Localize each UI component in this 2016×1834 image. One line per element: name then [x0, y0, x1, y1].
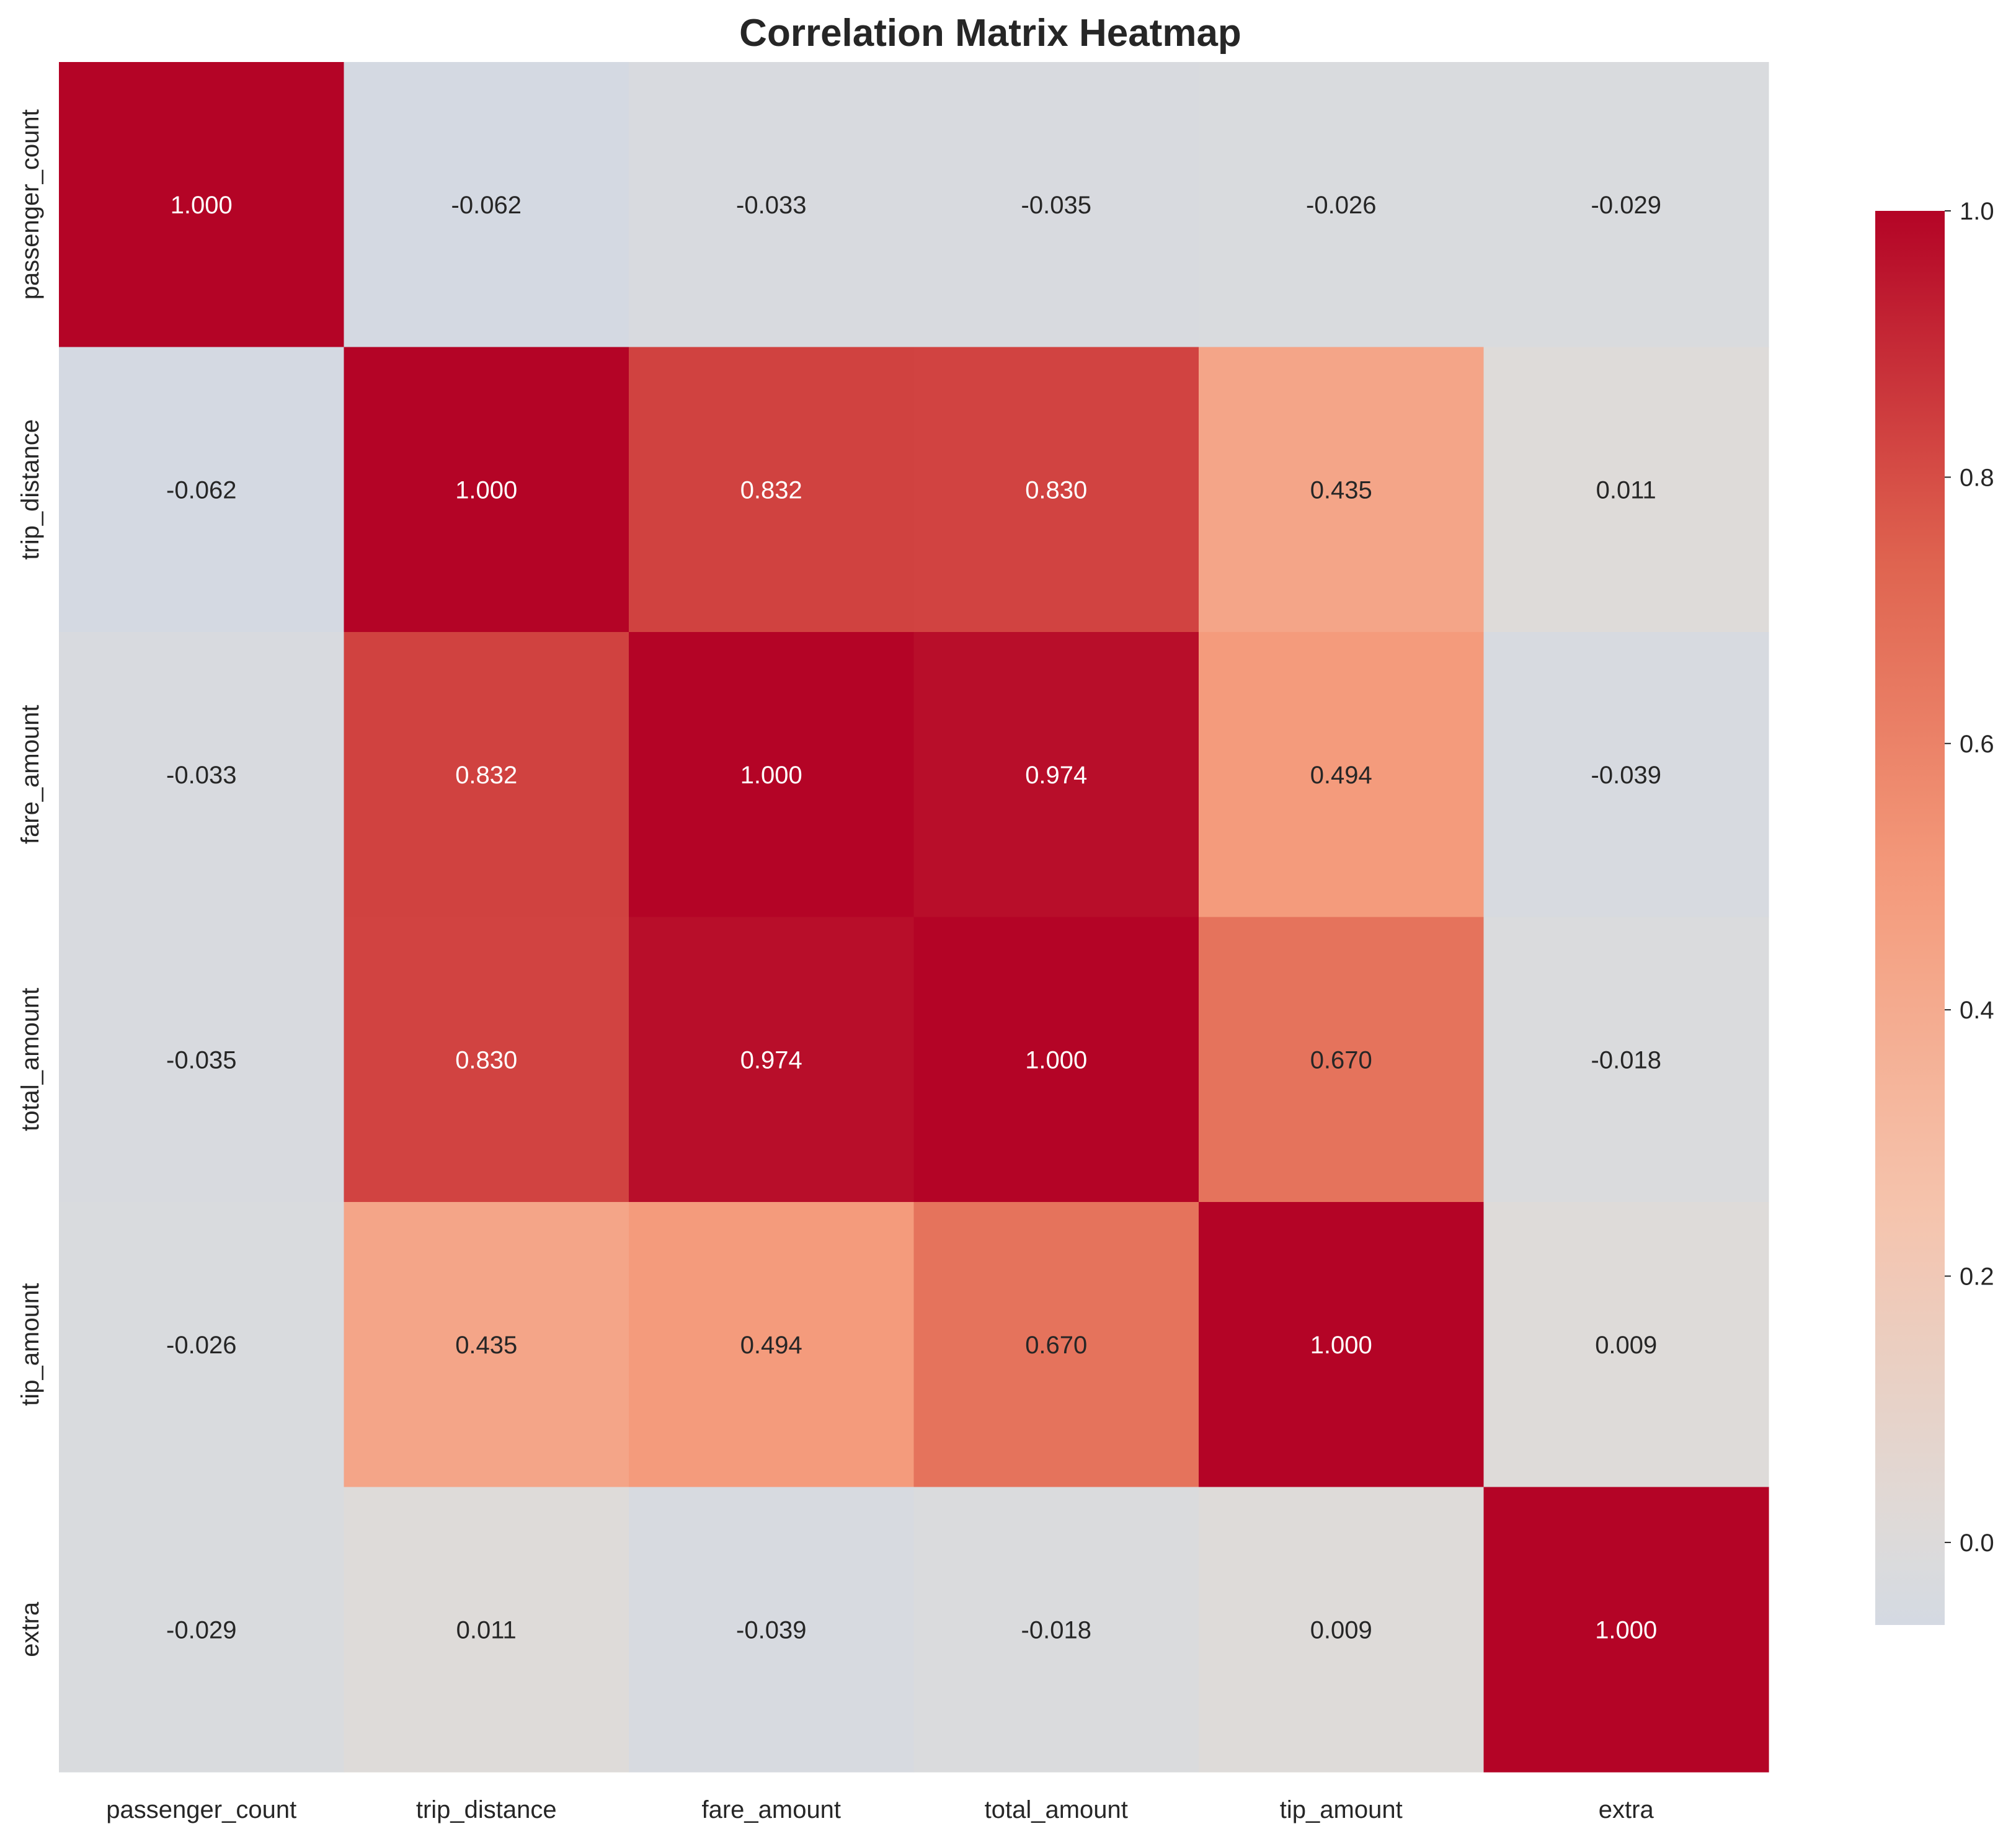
heatmap-cell: [1199, 347, 1485, 633]
row-label: tip_amount: [17, 1283, 44, 1406]
heatmap-cell: [59, 1487, 345, 1773]
heatmap-cell: [59, 347, 345, 633]
cell-annotations: 1.000 -0.062 -0.033 -0.035 -0.026 -0.029 -0.06…: [166, 192, 1661, 1644]
heatmap-cell: [344, 62, 629, 348]
cell-value-label: 0.830: [455, 1046, 517, 1074]
heatmap-cell: [629, 632, 915, 918]
cell-value-label: 1.000: [1595, 1616, 1657, 1644]
chart-title: Correlation Matrix Heatmap: [739, 12, 1241, 55]
cell-value-label: -0.033: [736, 192, 806, 219]
heatmap-cell: [913, 347, 1199, 633]
cell-value-label: -0.033: [166, 762, 236, 789]
row-label: fare_amount: [17, 705, 44, 844]
heatmap-cell: [1483, 347, 1769, 633]
heatmap-cells: [59, 62, 1769, 1773]
heatmap-cell: [59, 62, 345, 348]
heatmap-cell: [59, 632, 345, 918]
cell-value-label: 0.494: [740, 1332, 802, 1359]
heatmap-cell: [344, 347, 629, 633]
heatmap-cell: [344, 632, 629, 918]
heatmap-cell: [1199, 632, 1485, 918]
heatmap-cell: [913, 62, 1199, 348]
cell-value-label: 0.435: [1310, 476, 1372, 504]
heatmap-cell: [1199, 917, 1485, 1203]
column-label: trip_distance: [416, 1796, 557, 1823]
heatmap-cell: [913, 632, 1199, 918]
cell-value-label: -0.035: [1021, 192, 1091, 219]
cell-value-label: -0.062: [166, 476, 236, 504]
heatmap-cell: [913, 917, 1199, 1203]
cell-value-label: 0.832: [740, 476, 802, 504]
heatmap-cell: [913, 1202, 1199, 1488]
heatmap-cell: [629, 347, 915, 633]
row-labels: passenger_count trip_distance fare_amountt…: [17, 109, 44, 1657]
heatmap-cell: [629, 1202, 915, 1488]
cell-value-label: -0.026: [166, 1332, 236, 1359]
cell-value-label: 0.011: [456, 1616, 517, 1644]
row-label: total_amount: [17, 988, 44, 1131]
column-label: passenger_count: [106, 1796, 296, 1823]
cell-value-label: 1.000: [1310, 1332, 1372, 1359]
cell-value-label: -0.026: [1306, 192, 1376, 219]
heatmap-cell: [913, 1487, 1199, 1773]
cell-value-label: -0.035: [166, 1046, 236, 1074]
row-label: passenger_count: [17, 109, 44, 300]
column-label: tip_amount: [1280, 1796, 1403, 1823]
heatmap-cell: [629, 1487, 915, 1773]
heatmap-cell: [59, 1202, 345, 1488]
column-label: extra: [1599, 1796, 1654, 1823]
heatmap-cell: [1483, 62, 1769, 348]
colorbar-tick-label: 0.8: [1960, 464, 1994, 491]
heatmap-cell: [629, 62, 915, 348]
heatmap-cell: [1483, 1202, 1769, 1488]
colorbar-tick-label: 0.0: [1960, 1529, 1994, 1557]
cell-value-label: -0.062: [451, 192, 522, 219]
heatmap-cell: [1483, 632, 1769, 918]
row-label: trip_distance: [17, 419, 44, 560]
cell-value-label: -0.029: [1591, 192, 1661, 219]
column-label: total_amount: [985, 1796, 1128, 1823]
cell-value-label: -0.039: [1591, 762, 1661, 789]
heatmap-cell: [1199, 62, 1485, 348]
heatmap-cell: [344, 917, 629, 1203]
cell-value-label: 0.670: [1025, 1332, 1087, 1359]
cell-value-label: 0.435: [455, 1332, 517, 1359]
colorbar-tick-label: 0.2: [1960, 1263, 1994, 1291]
heatmap-cell: [1483, 1487, 1769, 1773]
heatmap-cell: [344, 1487, 629, 1773]
column-label: fare_amount: [701, 1796, 841, 1823]
cell-value-label: 0.830: [1025, 476, 1087, 504]
colorbar-tick-label: 1.0: [1960, 198, 1994, 225]
cell-value-label: 0.009: [1310, 1616, 1372, 1644]
cell-value-label: 0.009: [1595, 1332, 1657, 1359]
row-label: extra: [17, 1601, 44, 1657]
colorbar-tick-label: 0.4: [1960, 997, 1994, 1024]
cell-value-label: 0.974: [1025, 762, 1087, 789]
cell-value-label: 1.000: [171, 192, 233, 219]
colorbar-gradient: [1875, 211, 1945, 1625]
cell-value-label: 1.000: [740, 762, 802, 789]
heatmap-cell: [1199, 1202, 1485, 1488]
cell-value-label: 0.832: [455, 762, 517, 789]
cell-value-label: 0.974: [740, 1046, 802, 1074]
cell-value-label: 0.670: [1310, 1046, 1372, 1074]
column-labels: passenger_count trip_distance fare_amount t…: [106, 1796, 1654, 1823]
cell-value-label: 0.494: [1310, 762, 1372, 789]
heatmap-cell: [1483, 917, 1769, 1203]
cell-value-label: 0.011: [1596, 476, 1656, 504]
cell-value-label: 1.000: [455, 476, 517, 504]
heatmap-cell: [344, 1202, 629, 1488]
heatmap-cell: [59, 917, 345, 1203]
cell-value-label: -0.018: [1021, 1616, 1091, 1644]
heatmap-cell: [629, 917, 915, 1203]
colorbar-tick-label: 0.6: [1960, 731, 1994, 758]
heatmap-cell: [1199, 1487, 1485, 1773]
cell-value-label: 1.000: [1025, 1046, 1087, 1074]
cell-value-label: -0.029: [166, 1616, 236, 1644]
cell-value-label: -0.039: [736, 1616, 806, 1644]
cell-value-label: -0.018: [1591, 1046, 1661, 1074]
colorbar: 0.0 0.2 0.4 0.6 0.8 1.0: [1875, 198, 1994, 1625]
